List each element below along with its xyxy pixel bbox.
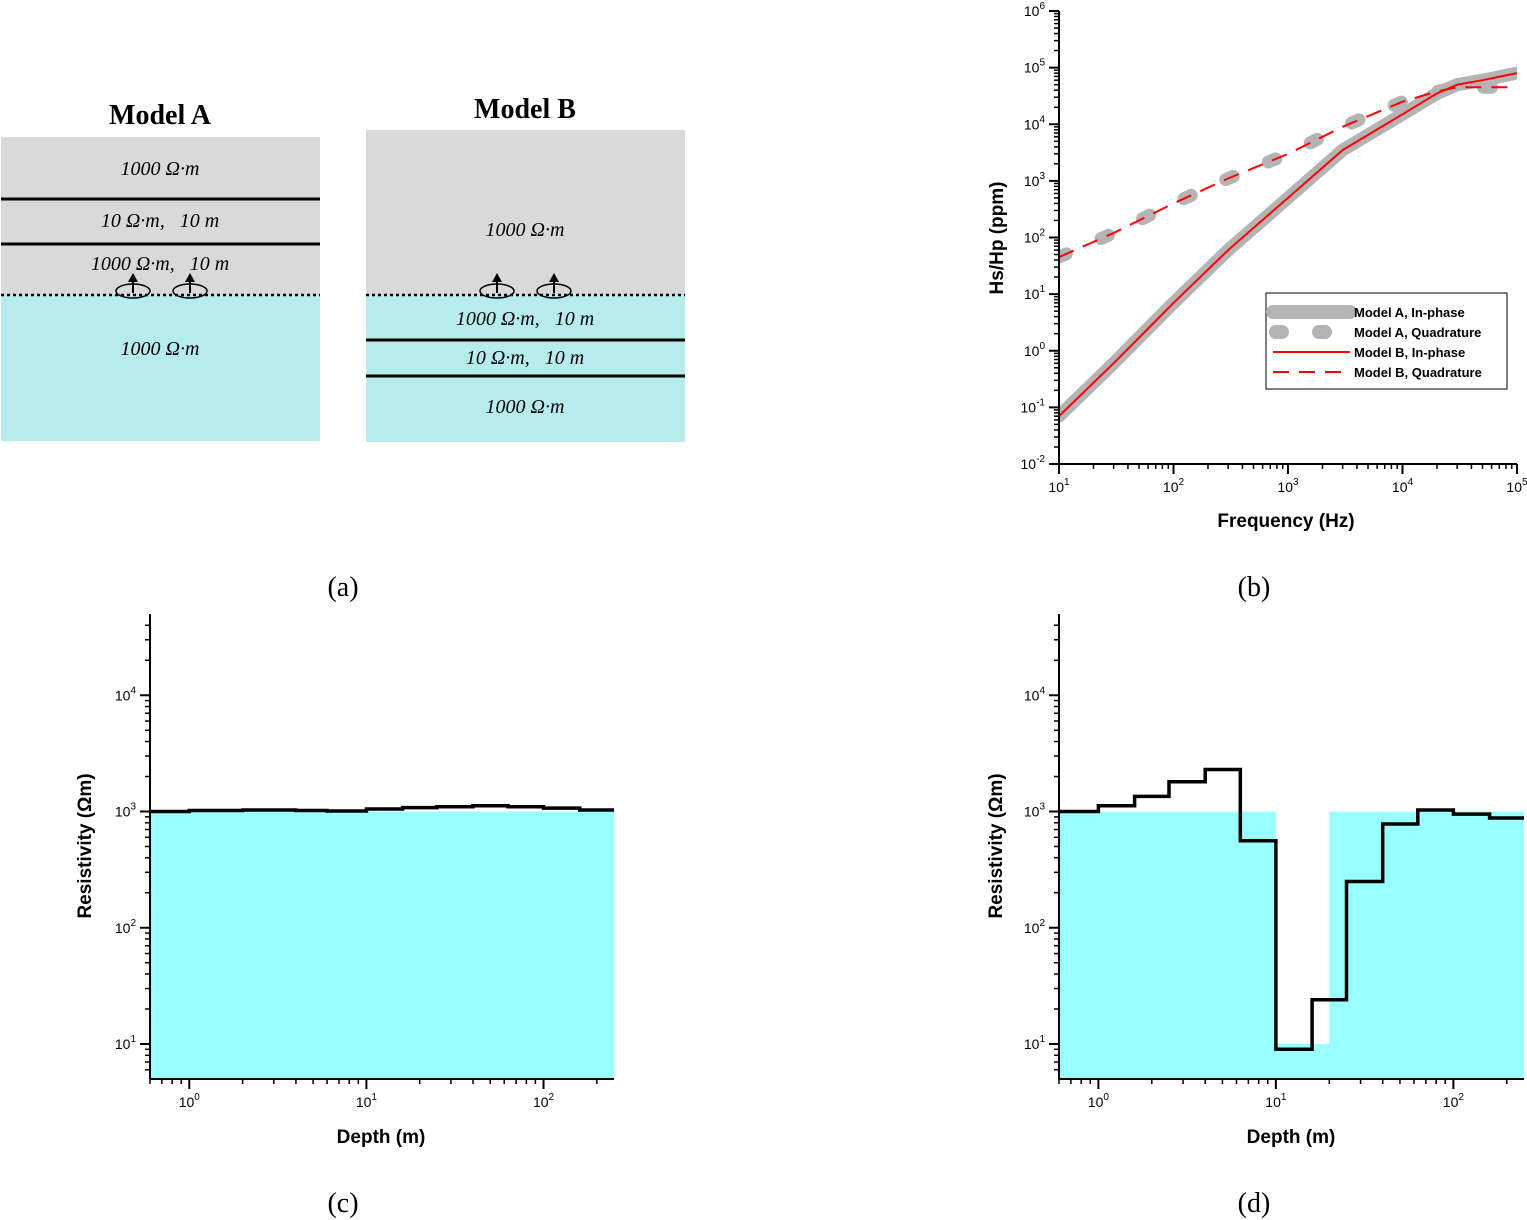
legend-label-model-a-in-phase: Model A, In-phase [1354, 305, 1465, 320]
inverted-model-step-line [150, 804, 614, 814]
series-line-model-b-in-phase [1059, 72, 1517, 417]
chart-d-plot-area [1059, 767, 1524, 1079]
series-line-model-b-quadrature [1059, 86, 1517, 259]
model-b-receiver-icon [536, 273, 572, 299]
x-tick-label: 102 [533, 1092, 555, 1110]
y-tick-label: 104 [1024, 114, 1046, 132]
y-tick-label: 103 [1024, 802, 1046, 820]
chart-c-ylabel: Resistivity (Ωm) [75, 773, 96, 918]
chart-d-ylabel: Resistivity (Ωm) [986, 773, 1007, 918]
model-b-layer-3-label: 10 Ω·m, 10 m [466, 347, 584, 369]
model-b-layer-2-label: 1000 Ω·m, 10 m [456, 308, 594, 330]
panel-a: Model A 1000 Ω·m 10 Ω·m, 10 m 1000 Ω·m, … [1, 94, 685, 603]
y-tick-label: 100 [1024, 341, 1046, 359]
chart-d-axes: 100 101 102 101 102 103 104 [1024, 614, 1524, 1110]
y-tick-label: 104 [1024, 685, 1046, 703]
inverted-model-step-line [1059, 767, 1524, 1052]
model-a-layer-2-label: 10 Ω·m, 10 m [101, 210, 219, 232]
y-tick-label: 104 [115, 685, 137, 703]
panel-d: 100 101 102 101 102 103 104 Depth (m) Resistiv… [986, 614, 1524, 1219]
y-tick-label: 101 [115, 1034, 137, 1052]
x-tick-label: 102 [1163, 477, 1185, 495]
y-tick-label: 101 [1024, 284, 1046, 302]
panel-b: 101 102 103 104 105 10-2 10-1 100 101 102 103 104 10… [987, 1, 1527, 603]
chart-d-xlabel: Depth (m) [1247, 1127, 1336, 1148]
y-tick-label: 103 [115, 802, 137, 820]
chart-c-plot-area [150, 804, 614, 1079]
x-tick-label: 101 [1048, 477, 1070, 495]
chart-b-plot-area [1059, 66, 1517, 423]
y-tick-label: 102 [115, 918, 137, 936]
series-line-model-a-quadrature [1059, 80, 1517, 264]
x-tick-label: 101 [1265, 1092, 1287, 1110]
model-a-layer-4-label: 1000 Ω·m [121, 338, 200, 360]
model-a-transmitter-icon [115, 273, 151, 299]
y-tick-label: 106 [1024, 1, 1046, 19]
chart-c-xlabel: Depth (m) [337, 1127, 426, 1148]
caption-a: (a) [327, 572, 358, 603]
x-tick-label: 100 [1088, 1092, 1110, 1110]
model-b-transmitter-icon [479, 273, 515, 299]
true-model-area [1059, 811, 1524, 1079]
chart-b-legend: Model A, In-phase Model A, Quadrature Mo… [1265, 292, 1508, 390]
legend-label-model-b-quadrature: Model B, Quadrature [1354, 365, 1482, 380]
model-b-title: Model B [474, 94, 576, 125]
model-b-air-block [366, 130, 685, 295]
y-tick-label: 10-2 [1021, 454, 1046, 472]
model-b-water-block [366, 295, 685, 442]
x-tick-label: 100 [179, 1092, 201, 1110]
model-a-title: Model A [109, 100, 212, 131]
model-a-layer-1-label: 1000 Ω·m [121, 158, 200, 180]
y-tick-label: 101 [1024, 1034, 1046, 1052]
panel-c: 100 101 102 101 102 103 104 Depth (m) Resistiv… [75, 614, 614, 1219]
x-tick-label: 105 [1506, 477, 1527, 495]
model-a-air-block [1, 137, 320, 295]
y-tick-label: 102 [1024, 918, 1046, 936]
chart-c-axes: 100 101 102 101 102 103 104 [115, 614, 614, 1110]
chart-b-ylabel: Hs/Hp (ppm) [987, 182, 1008, 295]
legend-label-model-a-quadrature: Model A, Quadrature [1354, 325, 1481, 340]
model-b-layer-1-label: 1000 Ω·m [486, 219, 565, 241]
y-tick-label: 10-1 [1021, 397, 1046, 415]
model-a-water-block [1, 295, 320, 441]
model-a-receiver-icon [172, 273, 208, 299]
x-tick-label: 101 [356, 1092, 378, 1110]
y-tick-label: 103 [1024, 171, 1046, 189]
y-tick-label: 105 [1024, 58, 1046, 76]
true-model-area [150, 811, 614, 1079]
x-tick-label: 102 [1443, 1092, 1465, 1110]
caption-b: (b) [1238, 572, 1271, 603]
model-a-layer-3-label: 1000 Ω·m, 10 m [91, 253, 229, 275]
x-tick-label: 103 [1277, 477, 1299, 495]
legend-label-model-b-in-phase: Model B, In-phase [1354, 345, 1465, 360]
chart-b-axes: 101 102 103 104 105 10-2 10-1 100 101 102 103 104 10… [1021, 1, 1527, 495]
caption-d: (d) [1238, 1188, 1271, 1219]
y-tick-label: 102 [1024, 228, 1046, 246]
model-b-layer-4-label: 1000 Ω·m [486, 396, 565, 418]
caption-c: (c) [327, 1188, 358, 1219]
x-tick-label: 104 [1392, 477, 1414, 495]
chart-b-xlabel: Frequency (Hz) [1217, 511, 1354, 532]
